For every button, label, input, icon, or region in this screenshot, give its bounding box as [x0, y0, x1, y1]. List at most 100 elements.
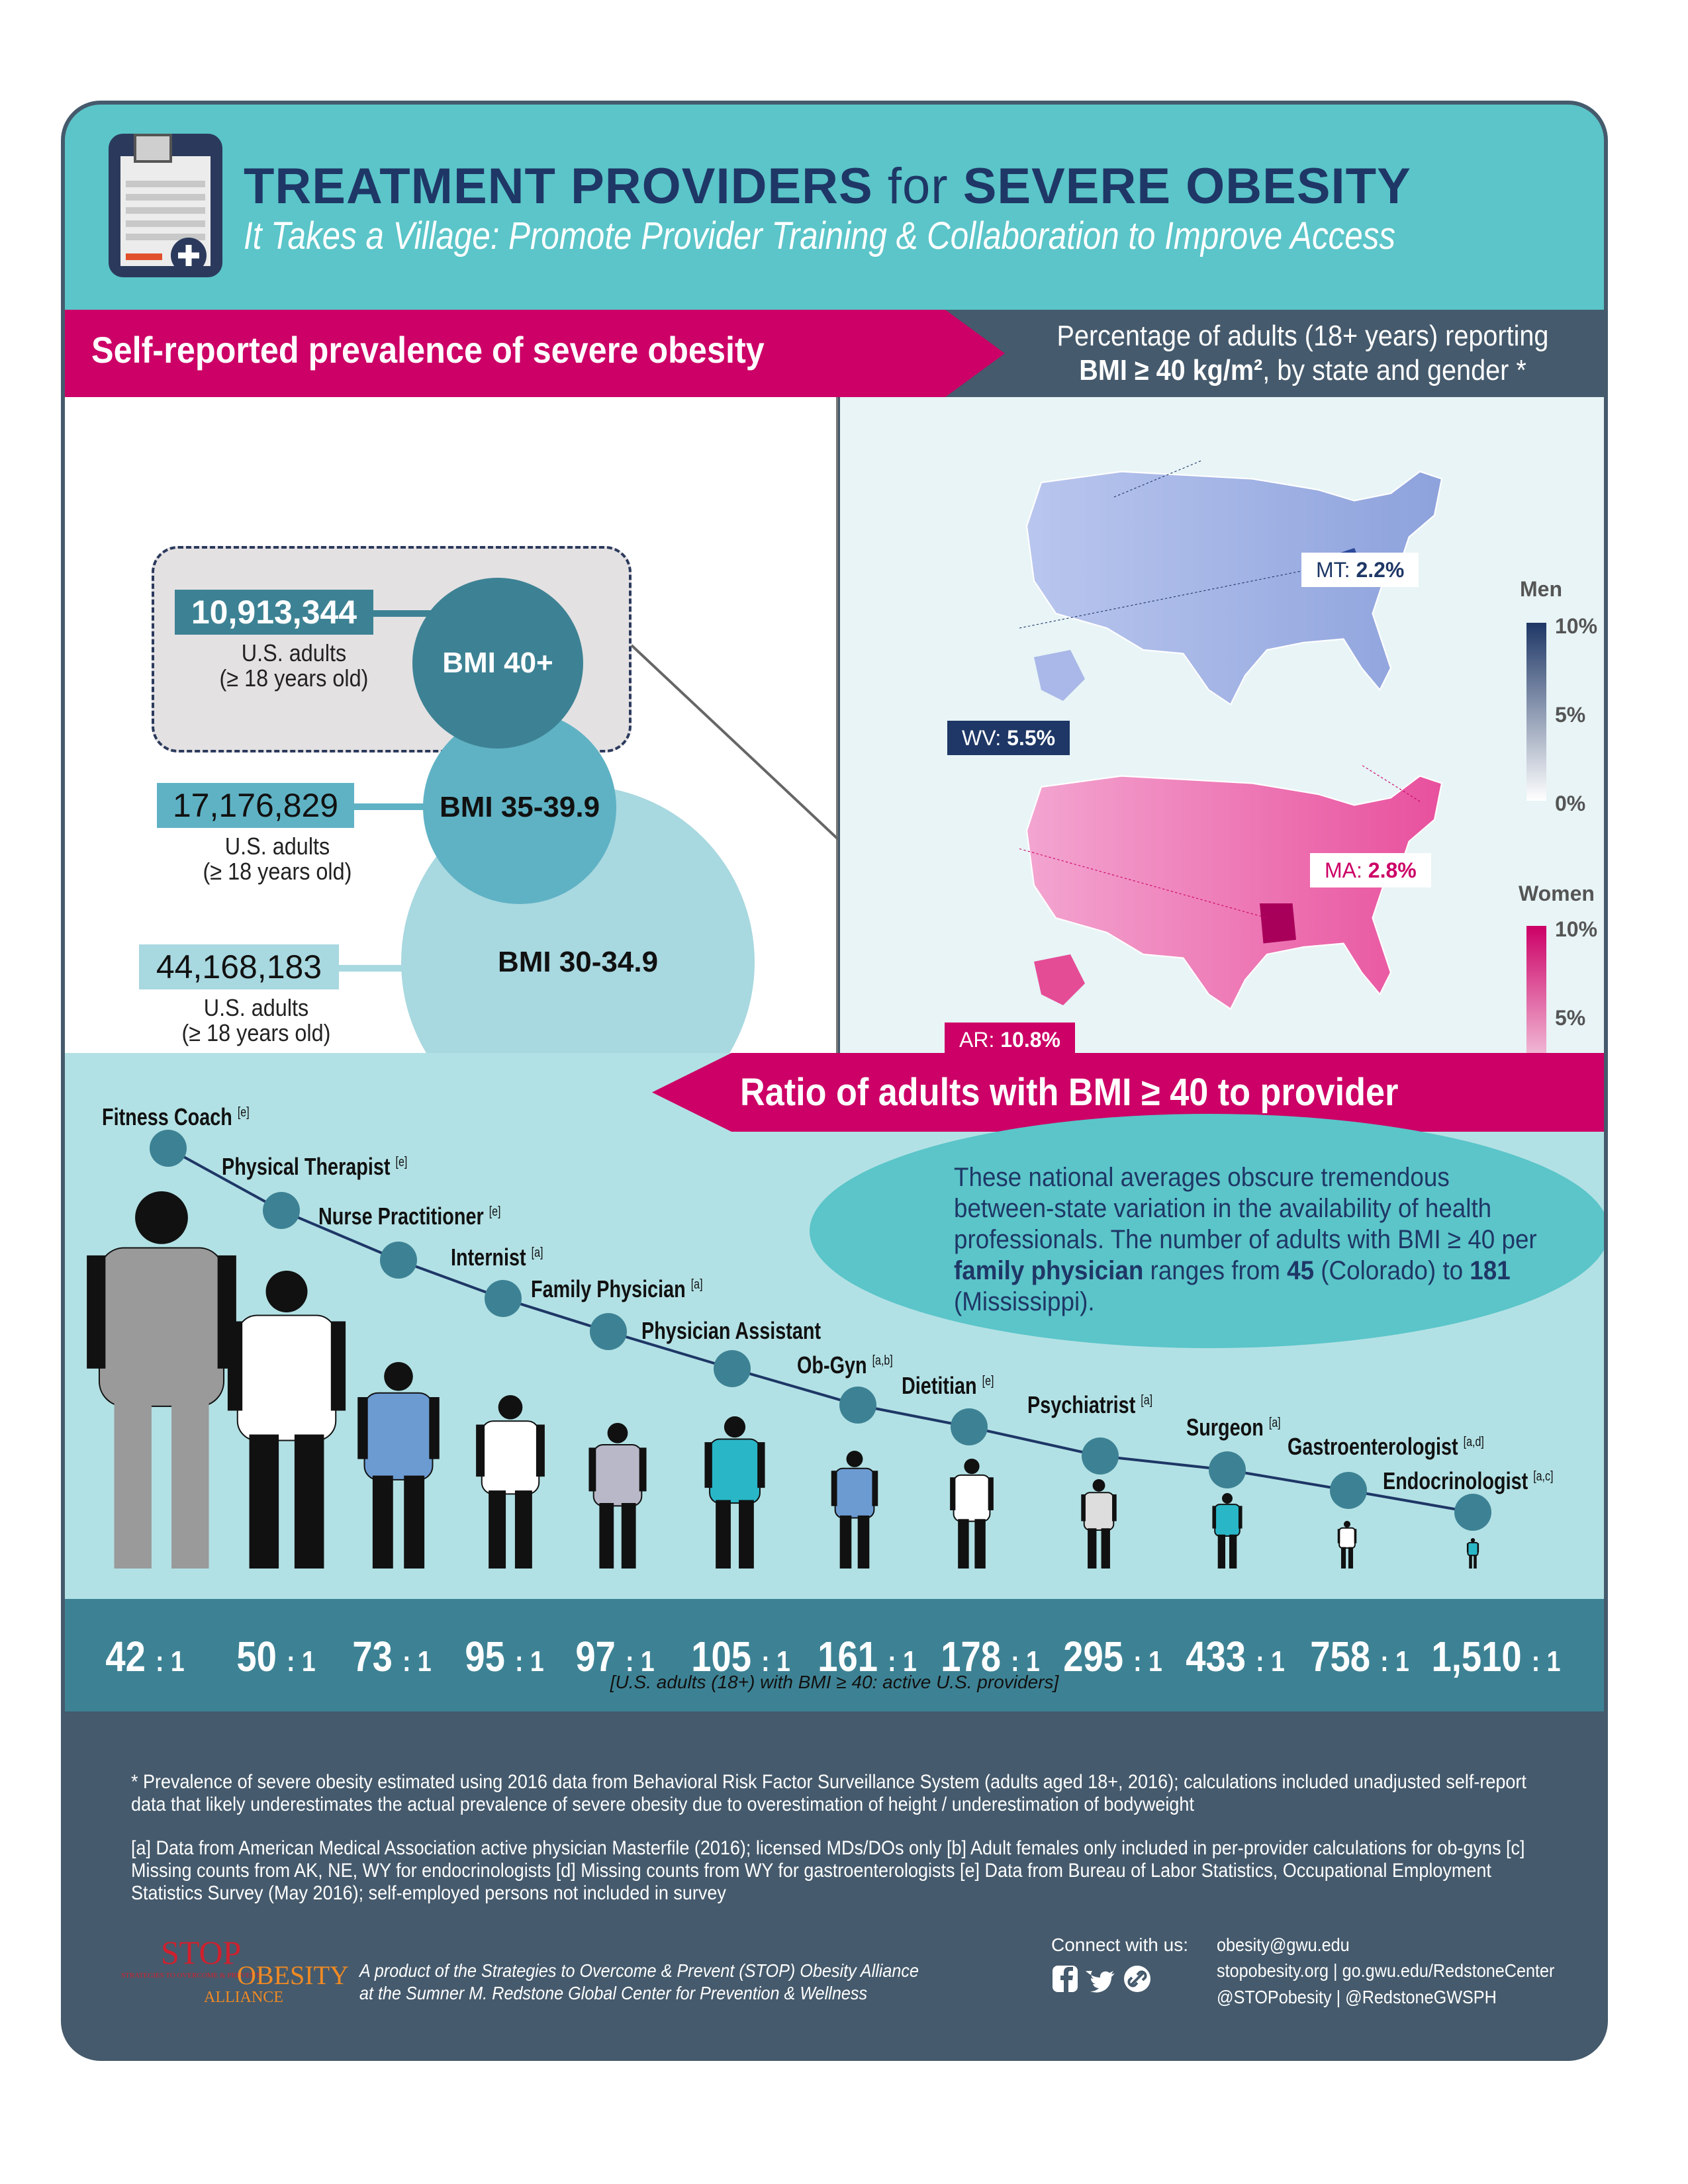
- provider-figure: [704, 1416, 765, 1569]
- men-tick: 5%: [1555, 703, 1586, 727]
- ratio-value: 1,510 : 1: [1431, 1633, 1561, 1680]
- ratio-value: 73 : 1: [352, 1633, 432, 1680]
- maps-heading: Percentage of adults (18+ years) reporti…: [1056, 320, 1549, 387]
- provider-dot: [590, 1313, 627, 1350]
- provider-dot: [951, 1408, 988, 1445]
- header: TREATMENT PROVIDERS for SEVERE OBESITY I…: [65, 105, 1604, 310]
- provider-label: Endocrinologist [a,c]: [1383, 1467, 1554, 1494]
- provider-dot: [485, 1280, 522, 1317]
- provider-figure: [227, 1271, 346, 1569]
- ratio-caption: [U.S. adults (18+) with BMI ≥ 40: active…: [610, 1672, 1059, 1692]
- ratio-value: 105 : 1: [691, 1633, 790, 1680]
- ratio-value: 42 : 1: [105, 1633, 185, 1680]
- facebook-icon[interactable]: [1053, 1966, 1078, 1992]
- product-statement: A product of the Strategies to Overcome …: [359, 1960, 919, 2003]
- maps-panel: MT: 2.2% WV: 5.5% Men 10% 5% 0% MA: 2.8%…: [840, 397, 1604, 1118]
- ratio-value: 178 : 1: [941, 1633, 1040, 1680]
- provider-label: Surgeon [a]: [1186, 1414, 1281, 1441]
- ratio-value: 50 : 1: [236, 1633, 316, 1680]
- provider-dot: [714, 1350, 751, 1387]
- email-link[interactable]: obesity@gwu.edu: [1217, 1934, 1350, 1955]
- provider-dot: [380, 1242, 417, 1279]
- infographic-card: TREATMENT PROVIDERS for SEVERE OBESITY I…: [61, 101, 1608, 2061]
- provider-figure: [1212, 1493, 1243, 1569]
- provider-dot: [1082, 1437, 1119, 1475]
- women-tick: 10%: [1555, 917, 1598, 941]
- prevalence-panel: BMI 30-34.9 BMI 35-39.9 BMI 40+ 10,913,3…: [65, 397, 838, 1139]
- men-us-map: [1019, 460, 1443, 706]
- callout-ma: MA: 2.8%: [1310, 853, 1431, 887]
- ratio-value: 758 : 1: [1310, 1633, 1409, 1680]
- label-bmi-30: U.S. adults (≥ 18 years old): [181, 994, 331, 1046]
- ratio-value: 161 : 1: [818, 1633, 917, 1680]
- count-bmi-30: 44,168,183: [139, 944, 339, 989]
- provider-figure: [950, 1459, 994, 1569]
- provider-figure: [1466, 1538, 1479, 1569]
- clipboard-plus-icon: [109, 134, 222, 277]
- variation-note: These national averages obscure tremendo…: [954, 1163, 1537, 1316]
- ratio-section: Ratio of adults with BMI ≥ 40 to provide…: [65, 1053, 1604, 1599]
- website-links[interactable]: stopobesity.org | go.gwu.edu/RedstoneCen…: [1217, 1960, 1555, 1981]
- provider-dot: [1330, 1472, 1367, 1509]
- provider-dot: [263, 1192, 300, 1229]
- ratio-value: 295 : 1: [1063, 1633, 1162, 1680]
- provider-label: Dietitian [e]: [902, 1372, 994, 1399]
- connector-line: [630, 644, 838, 841]
- ratio-values: 42 : 1 50 : 1 73 : 1 95 : 1 97 : 1 105 : 1 161…: [65, 1599, 1604, 1711]
- provider-figures: [87, 1147, 1479, 1569]
- provider-dot: [839, 1387, 876, 1424]
- women-us-map: [1019, 764, 1443, 1011]
- callout-ar: AR: 10.8%: [945, 1023, 1075, 1057]
- provider-figure: [588, 1423, 647, 1569]
- provider-figure: [1081, 1479, 1117, 1569]
- men-legend-title: Men: [1520, 577, 1562, 601]
- page-subtitle: It Takes a Village: Promote Provider Tra…: [244, 214, 1396, 257]
- provider-label: Nurse Practitioner [e]: [318, 1203, 501, 1230]
- provider-label: Family Physician [a]: [531, 1275, 703, 1302]
- page-title: TREATMENT PROVIDERS for SEVERE OBESITY: [244, 158, 1411, 214]
- provider-figure: [357, 1362, 440, 1569]
- twitter-icon[interactable]: [1086, 1971, 1115, 1993]
- footnote-sources: [a] Data from American Medical Associati…: [131, 1837, 1525, 1904]
- provider-label: Physical Therapist [e]: [222, 1153, 408, 1180]
- footnote-prevalence: * Prevalence of severe obesity estimated…: [131, 1771, 1526, 1815]
- provider-label: Internist [a]: [451, 1244, 543, 1271]
- label-bmi-40: U.S. adults (≥ 18 years old): [219, 639, 369, 692]
- prevalence-heading: Self-reported prevalence of severe obesi…: [91, 329, 765, 371]
- note-ellipse: [810, 1114, 1604, 1348]
- men-tick: 10%: [1555, 614, 1598, 638]
- count-bmi-40: 10,913,344: [175, 590, 373, 635]
- ratio-heading: Ratio of adults with BMI ≥ 40 to provide…: [740, 1071, 1399, 1114]
- provider-figure: [831, 1451, 878, 1569]
- link-icon[interactable]: [1124, 1966, 1150, 1992]
- provider-label: Ob-Gyn [a,b]: [797, 1351, 893, 1379]
- bubble-bmi-35: BMI 35-39.9: [423, 711, 616, 904]
- provider-dot: [1209, 1451, 1246, 1488]
- footer: * Prevalence of severe obesity estimated…: [65, 1711, 1604, 2057]
- count-bmi-35: 17,176,829: [157, 783, 354, 828]
- ratio-value: 95 : 1: [465, 1633, 544, 1680]
- provider-figure: [1337, 1521, 1357, 1569]
- bubble-bmi-40: BMI 40+: [412, 578, 583, 749]
- provider-figure: [476, 1395, 545, 1569]
- callout-wv: WV: 5.5%: [947, 721, 1070, 755]
- provider-dot: [150, 1130, 187, 1167]
- callout-mt: MT: 2.2%: [1301, 553, 1419, 587]
- provider-label: Psychiatrist [a]: [1027, 1391, 1153, 1418]
- stop-obesity-logo: STOP STRATEGIES TO OVERCOME & PREVENT OB…: [121, 1934, 349, 2006]
- women-legend-title: Women: [1519, 882, 1595, 905]
- connect-label: Connect with us:: [1051, 1934, 1188, 1955]
- social-handles[interactable]: @STOPobesity | @RedstoneGWSPH: [1217, 1987, 1497, 2007]
- men-legend-bar: [1526, 623, 1546, 801]
- women-tick: 5%: [1555, 1006, 1586, 1030]
- provider-label: Physician Assistant: [641, 1317, 821, 1344]
- label-bmi-35: U.S. adults (≥ 18 years old): [203, 833, 352, 885]
- men-tick: 0%: [1555, 792, 1586, 815]
- provider-label: Gastroenterologist [a,d]: [1288, 1433, 1484, 1460]
- ratio-value: 97 : 1: [575, 1633, 655, 1680]
- ratio-value: 433 : 1: [1186, 1633, 1285, 1680]
- provider-figure: [87, 1191, 236, 1569]
- provider-label: Fitness Coach [e]: [102, 1103, 250, 1130]
- trend-line: [167, 1147, 1474, 1514]
- prevalence-banner: Self-reported prevalence of severe obesi…: [65, 310, 1604, 397]
